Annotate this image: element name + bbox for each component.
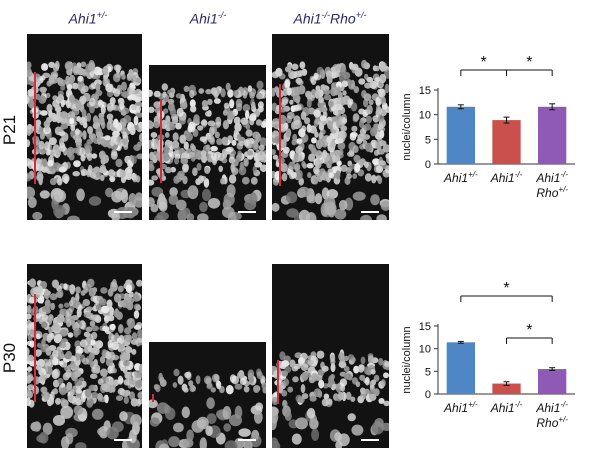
y-tick-label: 10: [419, 344, 431, 356]
significance-star-1: *: [526, 322, 532, 339]
y-axis-label: nuclei/column: [401, 326, 413, 393]
column-header-knockout: Ahi1-/-: [189, 10, 227, 27]
error-bar-2: [549, 103, 556, 111]
micrograph-p30-double: [272, 264, 389, 448]
y-axis-label: nuclei/column: [401, 93, 413, 160]
x-tick-label-0: Ahi1+/-: [443, 400, 478, 415]
bar-2: [538, 369, 567, 394]
micrograph-p30-knockout: [149, 342, 266, 448]
bar-2: [538, 106, 567, 164]
micrograph-p30-wildtype: [27, 264, 142, 448]
x-tick-label-0: Ahi1+/-: [443, 170, 478, 185]
row-label-p21: P21: [0, 114, 19, 146]
row-label-p30: P30: [0, 342, 19, 374]
micrograph-p21-wildtype: [27, 34, 142, 220]
y-tick-label: 10: [419, 110, 431, 122]
error-bar-1: [503, 116, 510, 124]
x-tick-label-2-line2: Rho+/-: [536, 415, 568, 430]
y-tick-label: 15: [419, 85, 431, 97]
significance-star-0: *: [481, 54, 487, 71]
error-bar-1: [503, 381, 510, 386]
significance-bracket-0: * *: [460, 54, 553, 76]
column-header-wildtype: Ahi1+/-: [68, 10, 108, 27]
bar-chart-p21: 0 5 10 15 nuclei/column Ahi1+/- Ahi1-/- Ahi1-/-…: [401, 54, 575, 200]
y-tick-label: 5: [425, 366, 431, 378]
x-tick-label-2-line2: Rho+/-: [536, 185, 568, 200]
y-tick-label: 0: [425, 159, 431, 171]
significance-bracket-0: *: [460, 282, 553, 302]
x-tick-label-1: Ahi1-/-: [490, 400, 523, 415]
significance-star-0-b: *: [526, 54, 532, 71]
bar-0: [446, 106, 475, 164]
y-tick-label: 5: [425, 134, 431, 146]
micrograph-p21-double: [272, 34, 389, 220]
significance-bracket-1: *: [506, 322, 553, 344]
error-bar-0: [457, 104, 464, 110]
bar-1: [492, 383, 521, 394]
micrograph-p21-knockout: [149, 65, 266, 220]
error-bar-2: [549, 367, 556, 371]
column-header-double: Ahi1-/-Rho+/-: [293, 10, 367, 27]
bar-chart-p30: 0 5 10 15 nuclei/column Ahi1+/- Ahi1-/- Ahi1-/-…: [401, 282, 575, 430]
x-tick-label-1: Ahi1-/-: [490, 170, 523, 185]
x-tick-label-2: Ahi1-/-: [535, 400, 568, 415]
y-tick-label: 0: [425, 389, 431, 401]
x-tick-label-2: Ahi1-/-: [535, 170, 568, 185]
error-bar-0: [457, 340, 464, 344]
y-tick-label: 15: [419, 321, 431, 333]
significance-star-0: *: [503, 282, 509, 297]
bar-0: [446, 342, 475, 394]
bar-1: [492, 120, 521, 164]
